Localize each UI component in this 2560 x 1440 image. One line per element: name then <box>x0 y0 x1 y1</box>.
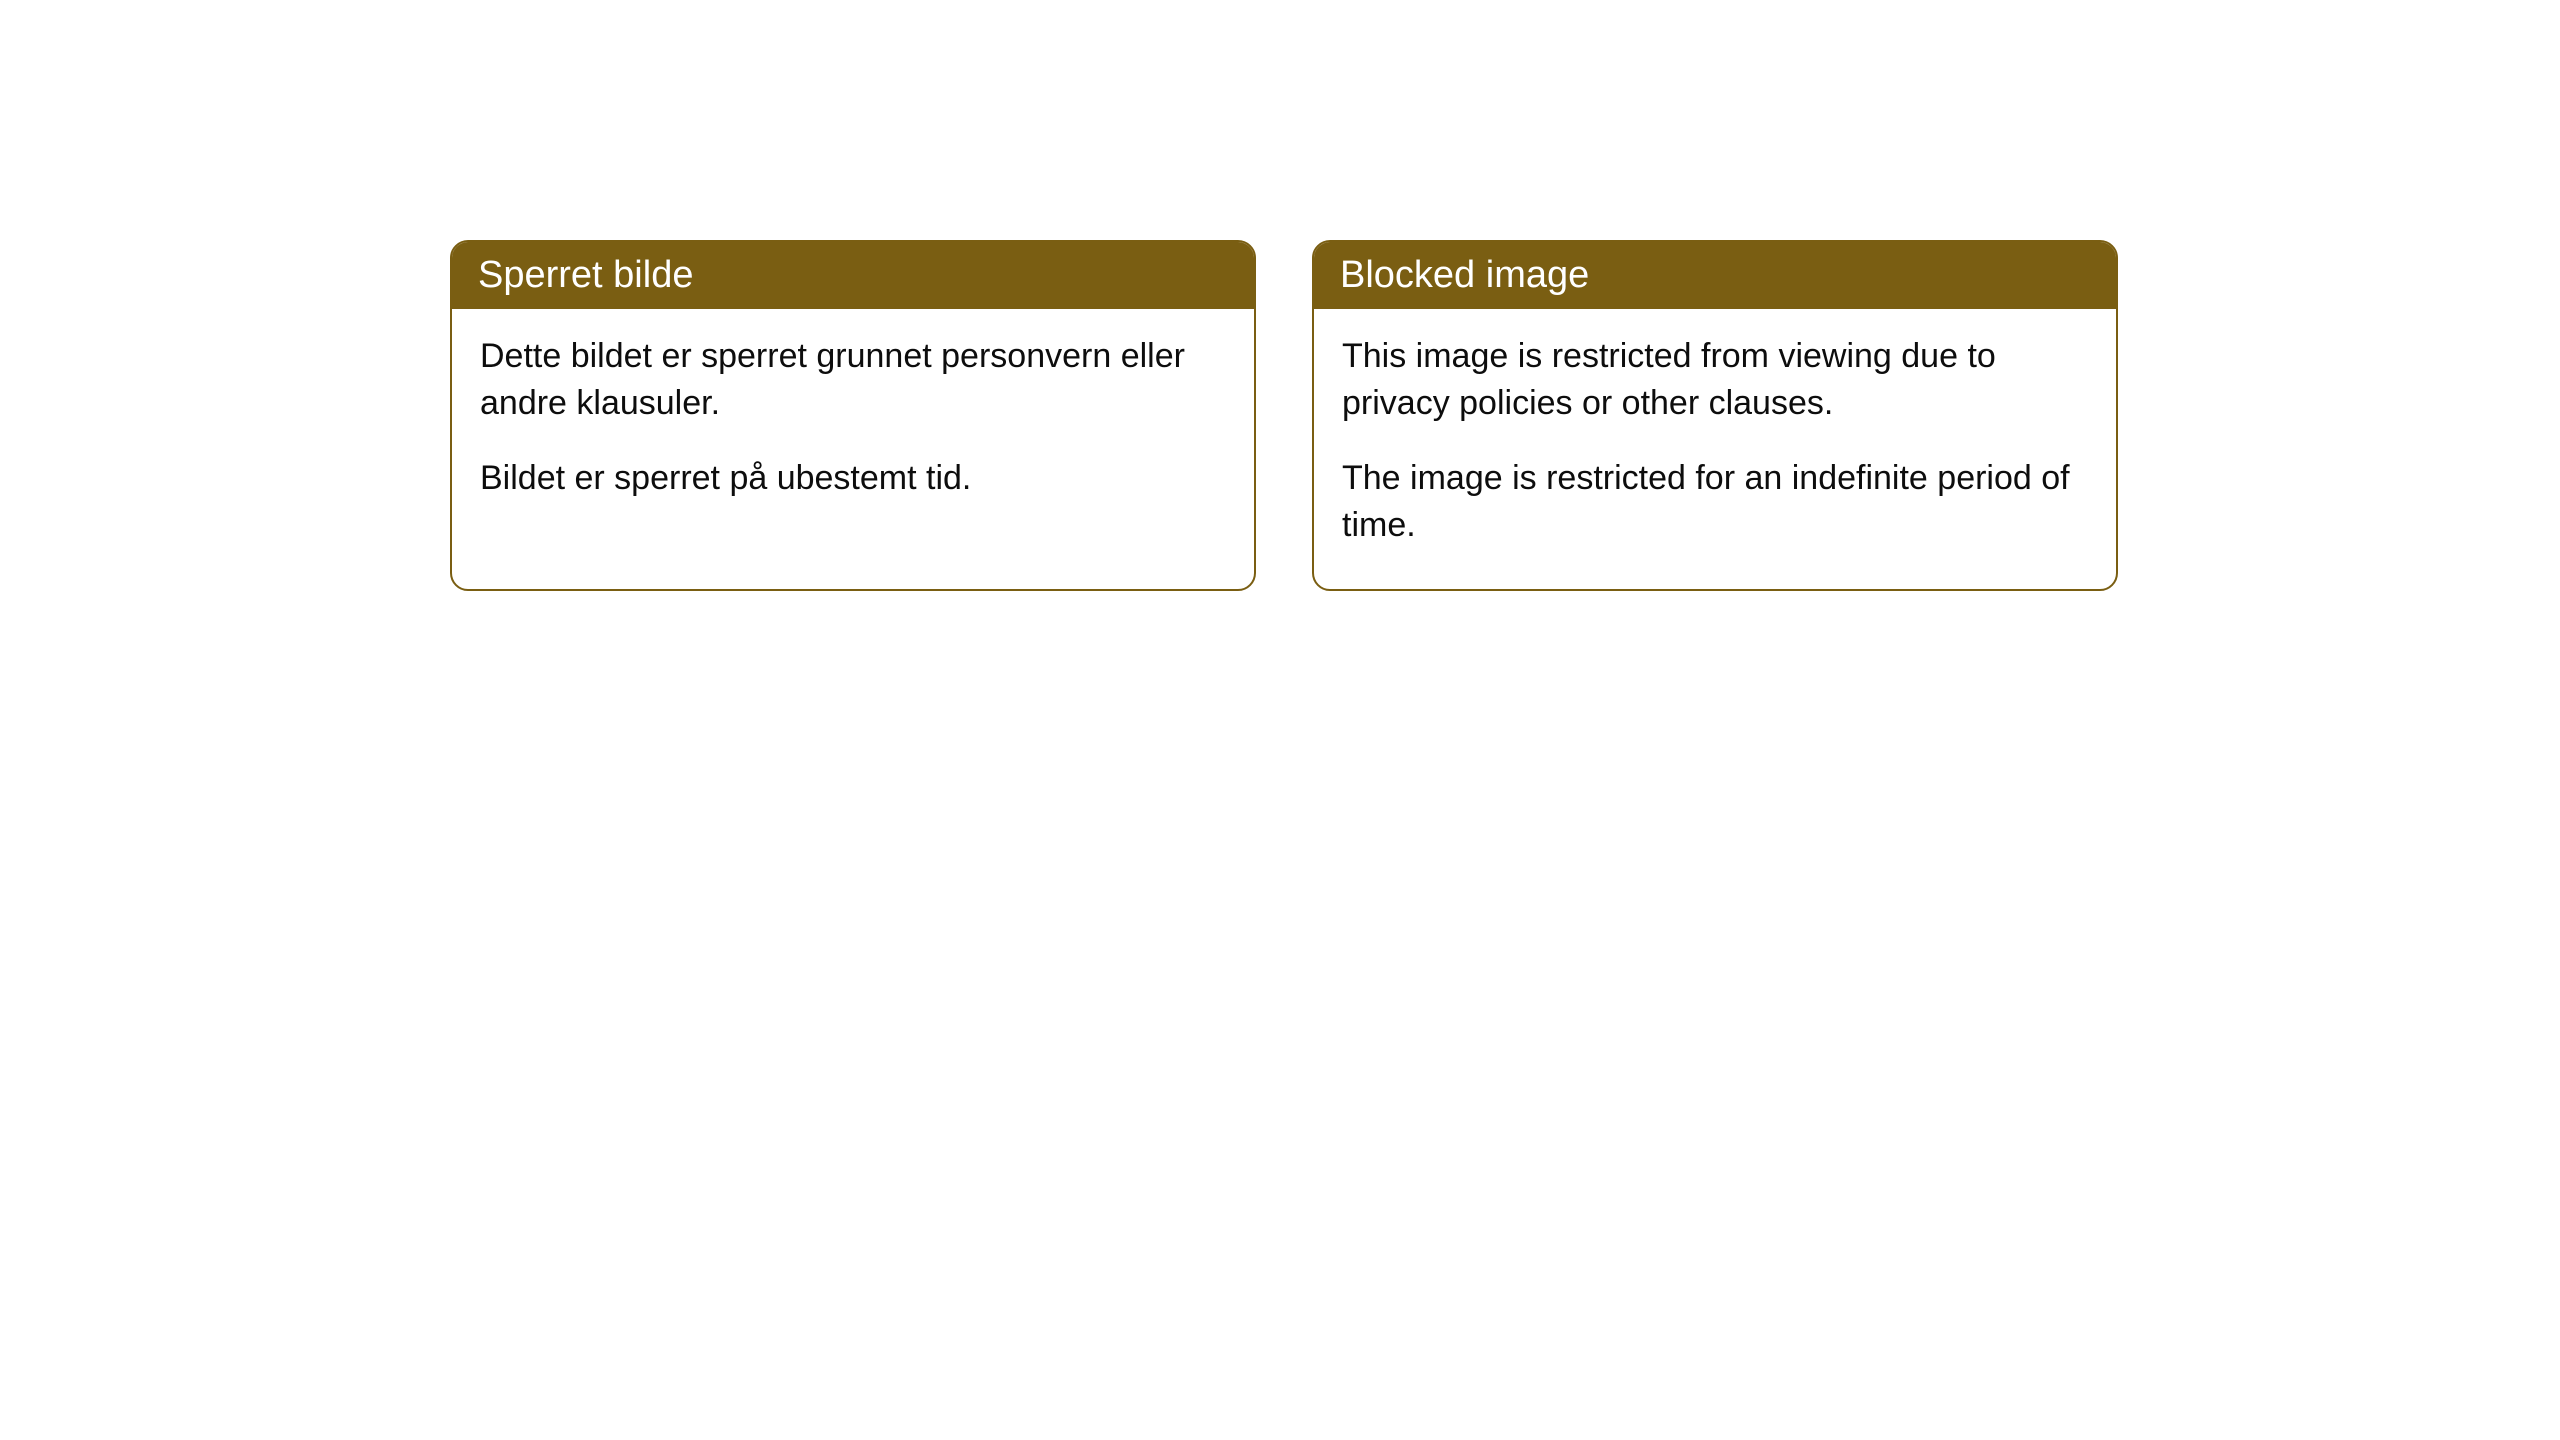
notice-card-norwegian: Sperret bilde Dette bildet er sperret gr… <box>450 240 1256 591</box>
card-text-norwegian-1: Dette bildet er sperret grunnet personve… <box>480 333 1226 427</box>
notice-container: Sperret bilde Dette bildet er sperret gr… <box>450 240 2118 591</box>
card-body-norwegian: Dette bildet er sperret grunnet personve… <box>452 309 1254 542</box>
card-text-english-1: This image is restricted from viewing du… <box>1342 333 2088 427</box>
card-body-english: This image is restricted from viewing du… <box>1314 309 2116 589</box>
notice-card-english: Blocked image This image is restricted f… <box>1312 240 2118 591</box>
card-text-norwegian-2: Bildet er sperret på ubestemt tid. <box>480 455 1226 502</box>
card-header-english: Blocked image <box>1314 242 2116 309</box>
card-header-norwegian: Sperret bilde <box>452 242 1254 309</box>
card-text-english-2: The image is restricted for an indefinit… <box>1342 455 2088 549</box>
